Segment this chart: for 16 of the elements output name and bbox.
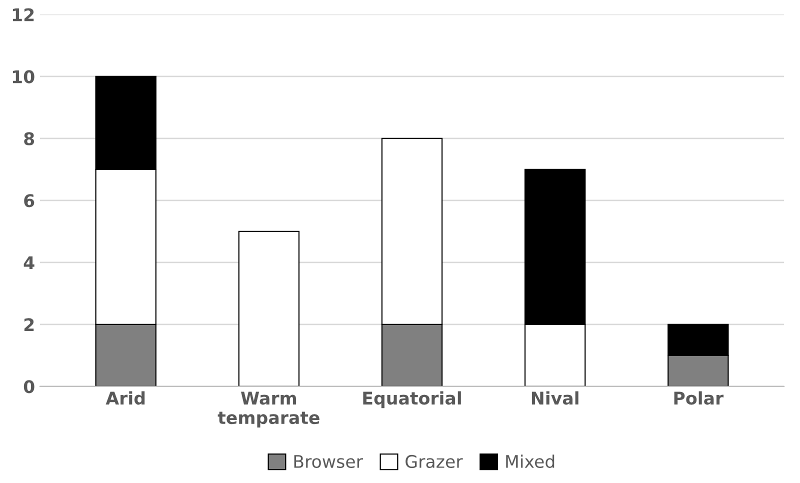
x-tick-label: Nival [532, 391, 578, 405]
x-tick-label: Polar [674, 391, 724, 405]
legend-label: Mixed [506, 454, 554, 468]
y-tick-label: 4 [24, 256, 34, 270]
y-tick-label: 2 [24, 318, 34, 332]
x-tick-label: Arid [106, 391, 145, 405]
legend-label: Grazer [406, 454, 463, 468]
y-tick-label: 0 [24, 380, 34, 394]
bar [238, 230, 300, 386]
x-tick-label: Warm temparate [218, 392, 320, 428]
y-tick-label: 6 [24, 194, 34, 208]
y-tick-label: 12 [12, 8, 34, 22]
y-tick-label: 10 [12, 70, 34, 84]
legend-label: Browser [294, 455, 363, 468]
y-tick-label: 8 [24, 132, 34, 146]
x-tick-label: Equatorial [363, 391, 461, 408]
